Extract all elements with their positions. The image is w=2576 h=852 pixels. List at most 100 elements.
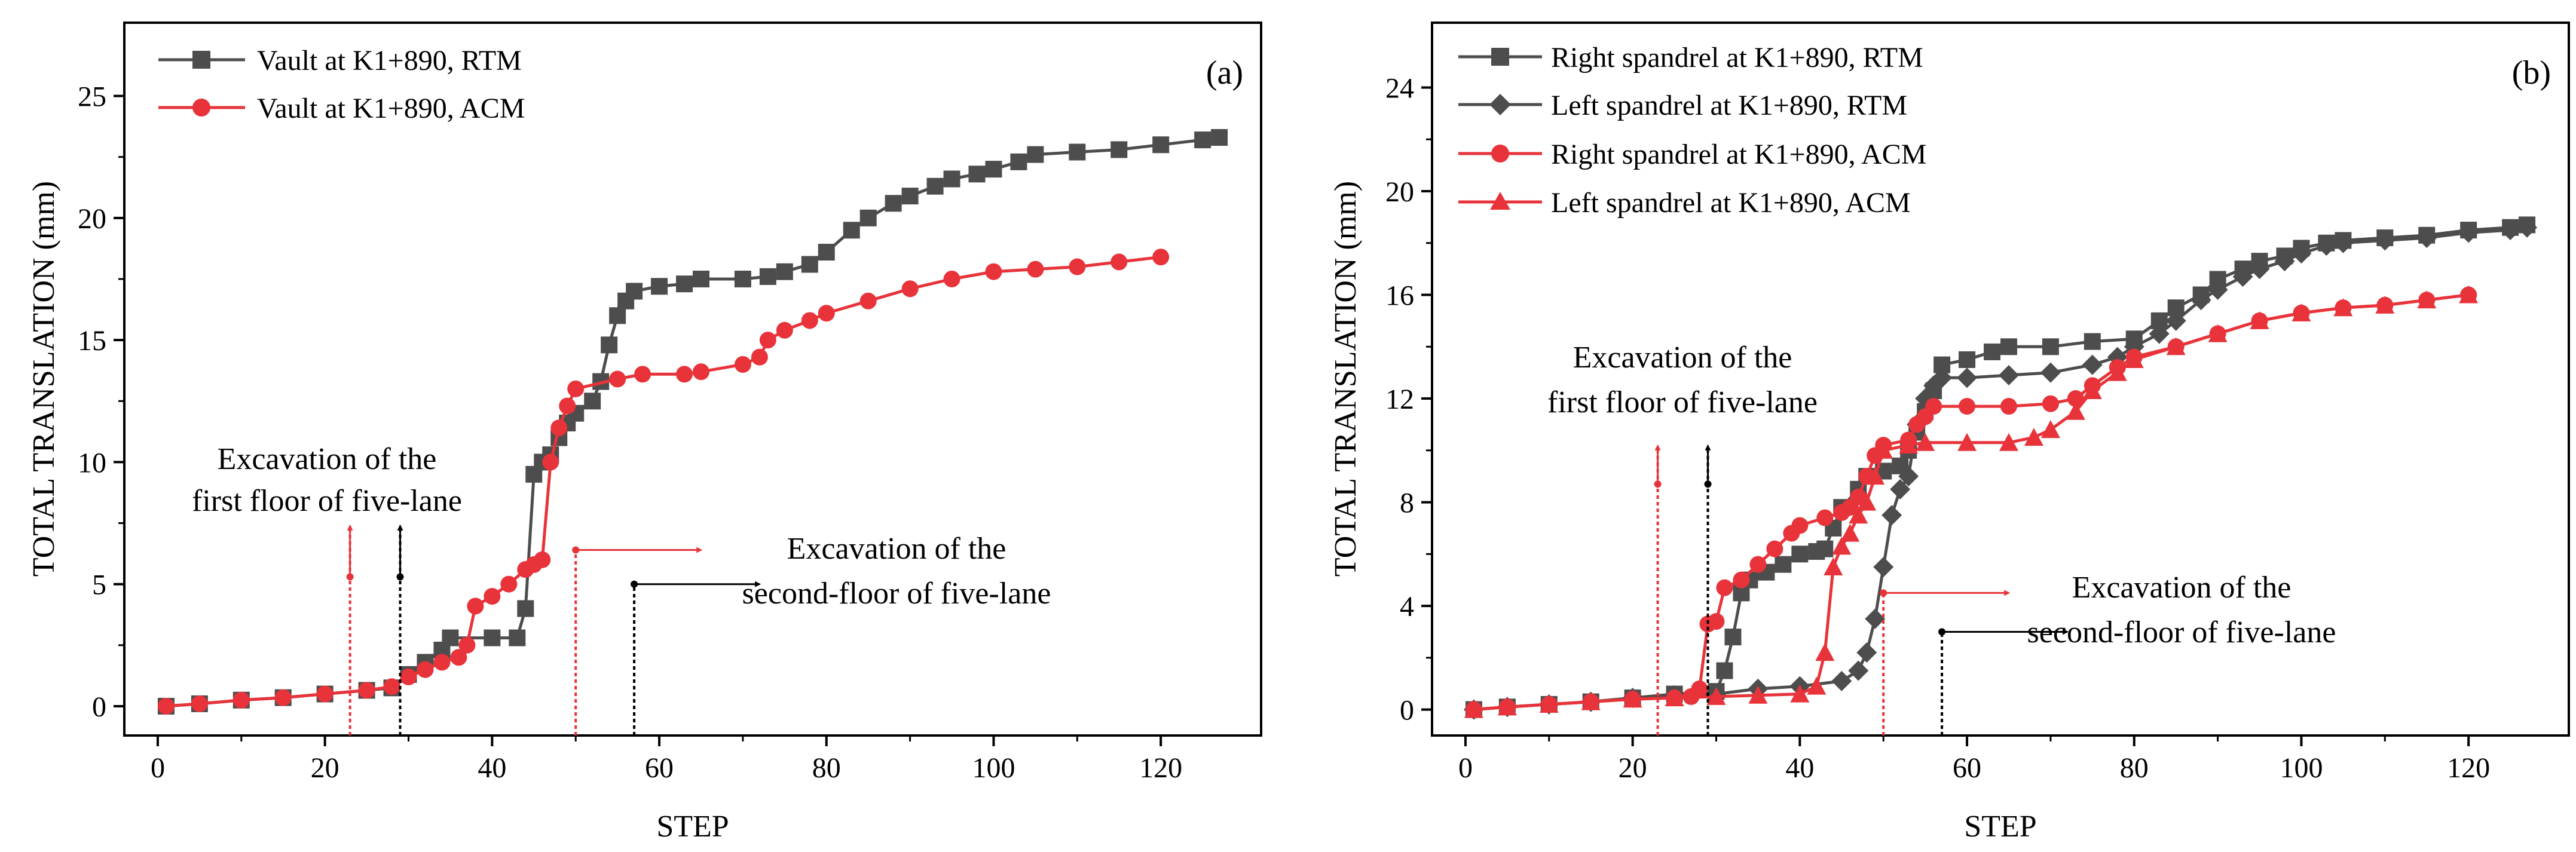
x-tick-label: 120 <box>1139 752 1182 784</box>
data-point-square <box>1816 540 1834 557</box>
data-point-square <box>676 275 693 293</box>
legend-item-right-rtm: Right spandrel at K1+890, RTM <box>1551 42 1923 73</box>
data-point-square <box>1110 141 1128 158</box>
data-point-diamond <box>1890 479 1911 499</box>
data-point-circle <box>458 636 476 654</box>
annotation-first-floor: Excavation of the first floor of five-la… <box>192 442 462 518</box>
stage-marker <box>1880 589 2011 735</box>
series-circle <box>157 249 1170 715</box>
x-tick-label: 60 <box>1953 752 1981 784</box>
data-point-triangle <box>1623 689 1642 708</box>
data-point-diamond <box>2274 251 2295 272</box>
data-point-circle <box>1716 579 1733 596</box>
data-point-circle <box>450 649 467 666</box>
data-point-triangle <box>2124 350 2144 368</box>
data-point-square <box>692 270 709 287</box>
y-tick-label: 0 <box>1400 695 1414 727</box>
data-point-diamond <box>2333 232 2354 253</box>
legend-marker-circle <box>192 99 210 117</box>
data-point-circle <box>417 661 434 678</box>
x-tick-label: 80 <box>812 752 841 784</box>
y-tick-label: 8 <box>1400 488 1414 519</box>
data-point-circle <box>1069 258 1086 275</box>
data-point-circle <box>1733 571 1750 589</box>
x-axis-title: STEP <box>1964 810 2036 844</box>
data-point-diamond <box>2040 362 2061 383</box>
data-point-triangle <box>1706 686 1726 705</box>
y-tick-label: 12 <box>1385 384 1414 415</box>
series-line <box>1473 226 2528 712</box>
data-point-circle <box>232 691 250 709</box>
data-point-triangle <box>1999 433 2018 451</box>
data-point-triangle <box>1539 694 1559 713</box>
data-point-diamond <box>1831 670 1852 691</box>
data-point-circle <box>692 363 709 381</box>
y-axis-title: TOTAL TRANSLATION (mm) <box>1329 181 1363 577</box>
data-point-square <box>734 270 751 287</box>
data-point-circle <box>1791 517 1809 534</box>
data-point-diamond <box>1932 367 1953 388</box>
data-point-circle <box>1027 260 1044 278</box>
data-point-circle <box>859 292 877 309</box>
legend-marker-square <box>1491 48 1509 66</box>
data-point-triangle <box>1790 684 1810 703</box>
stage-marker <box>1704 444 1712 735</box>
data-point-circle <box>818 305 835 322</box>
legend-marker-square <box>192 51 210 69</box>
data-point-square <box>843 222 860 239</box>
data-point-circle <box>484 588 501 605</box>
data-point-triangle <box>1464 700 1483 718</box>
legend: Right spandrel at K1+890, RTM Left spand… <box>1458 42 1926 219</box>
data-point-circle <box>901 280 919 298</box>
data-point-square <box>517 600 534 617</box>
data-point-circle <box>1766 540 1783 557</box>
data-point-circle <box>567 380 585 397</box>
series-circle <box>1465 286 2477 718</box>
data-point-triangle <box>1497 697 1517 716</box>
legend-marker-circle <box>1491 145 1509 163</box>
data-point-circle <box>534 551 551 568</box>
stage-marker <box>1654 444 1662 735</box>
data-point-square <box>901 188 919 205</box>
annotation-line: Excavation of the <box>787 532 1006 566</box>
series-triangle <box>1464 285 2479 718</box>
data-point-diamond <box>2149 323 2170 344</box>
data-point-square <box>601 336 618 354</box>
data-point-triangle <box>1815 643 1835 661</box>
data-point-triangle <box>1665 688 1684 707</box>
x-tick-label: 120 <box>2447 752 2490 784</box>
series-square <box>1465 216 2536 718</box>
data-point-triangle <box>2292 303 2311 321</box>
data-point-circle <box>2042 395 2059 412</box>
data-point-triangle <box>1840 523 1860 542</box>
data-point-circle <box>1925 398 1942 415</box>
x-tick-label: 100 <box>972 752 1015 784</box>
annotation-second-floor: Excavation of the second-floor of five-l… <box>742 532 1051 611</box>
data-point-diamond <box>1881 505 1902 526</box>
data-point-triangle <box>1807 676 1827 695</box>
series-line <box>166 136 1220 708</box>
data-point-square <box>943 170 960 188</box>
annotation-second-floor: Excavation of the second-floor of five-l… <box>2027 571 2336 649</box>
data-point-square <box>1959 351 1976 368</box>
data-point-triangle <box>1832 537 1852 555</box>
stage-marker <box>631 580 761 735</box>
data-point-diamond <box>1848 660 1869 681</box>
data-point-circle <box>433 654 451 671</box>
data-point-triangle <box>1865 467 1885 485</box>
legend-marker-diamond <box>1489 94 1511 115</box>
x-tick-label: 40 <box>1785 752 1814 784</box>
panel-label: (a) <box>1206 54 1243 91</box>
legend-item-left-acm: Left spandrel at K1+890, ACM <box>1551 187 1911 219</box>
data-point-square <box>609 307 626 324</box>
data-point-circle <box>676 366 693 383</box>
data-point-square <box>1984 343 2001 360</box>
data-point-square <box>2084 333 2101 350</box>
data-point-triangle <box>2082 381 2102 400</box>
x-tick-label: 0 <box>151 752 165 784</box>
data-point-square <box>2000 338 2017 355</box>
x-tick-label: 0 <box>1458 752 1473 784</box>
data-point-triangle <box>2024 428 2043 446</box>
x-tick-label: 40 <box>478 752 506 784</box>
